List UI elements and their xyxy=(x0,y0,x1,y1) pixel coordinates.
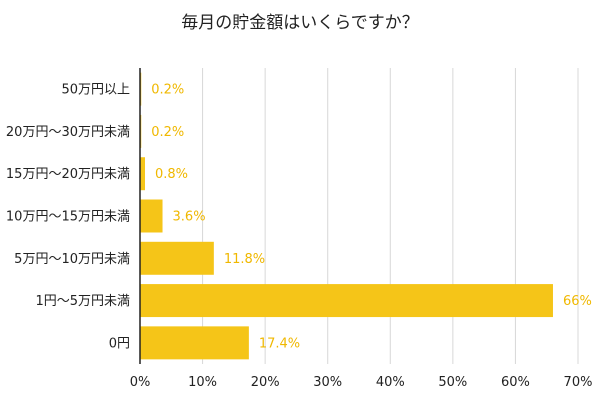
data-label: 66% xyxy=(563,294,592,309)
x-tick-label: 20% xyxy=(251,375,280,390)
data-label: 11.8% xyxy=(224,252,265,267)
bar xyxy=(140,157,146,191)
data-label: 0.2% xyxy=(151,125,184,140)
data-label: 0.2% xyxy=(151,83,184,98)
chart-title: 毎月の貯金額はいくらですか？ xyxy=(181,13,419,33)
bar xyxy=(140,199,163,233)
x-tick-label: 40% xyxy=(376,375,405,390)
category-label: 5万円～10万円未満 xyxy=(14,252,130,267)
data-label: 3.6% xyxy=(173,210,206,225)
category-label: 50万円以上 xyxy=(61,83,130,98)
x-tick-label: 0% xyxy=(130,375,151,390)
category-label: 10万円～15万円未満 xyxy=(6,210,130,225)
x-tick-label: 50% xyxy=(438,375,467,390)
category-label: 20万円～30万円未満 xyxy=(6,125,130,140)
category-label: 0円 xyxy=(109,336,130,351)
x-tick-label: 10% xyxy=(188,375,217,390)
bar xyxy=(140,284,553,318)
x-tick-label: 70% xyxy=(564,375,593,390)
x-tick-label: 30% xyxy=(313,375,342,390)
bar xyxy=(140,241,214,275)
data-label: 0.8% xyxy=(155,167,188,182)
bar xyxy=(140,326,249,360)
category-label: 1円～5万円未満 xyxy=(35,294,130,309)
data-label: 17.4% xyxy=(259,336,300,351)
category-label: 15万円～20万円未満 xyxy=(6,167,130,182)
x-tick-label: 60% xyxy=(501,375,530,390)
